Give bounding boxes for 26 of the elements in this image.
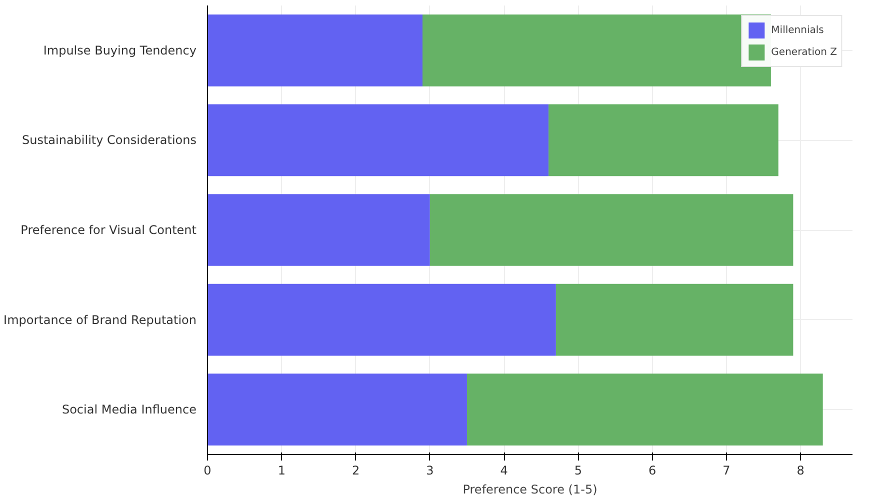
x-tick-label: 5 [574, 464, 582, 478]
x-tick-label: 6 [648, 464, 656, 478]
x-tick-label: 0 [204, 464, 212, 478]
x-tick-label: 4 [500, 464, 508, 478]
legend-label: Millennials [771, 24, 824, 36]
bar [208, 284, 556, 356]
y-tick-label: Importance of Brand Reputation [4, 312, 196, 327]
x-tick-label: 2 [352, 464, 360, 478]
x-tick-label: 3 [426, 464, 434, 478]
y-tick-label: Impulse Buying Tendency [43, 43, 197, 58]
x-axis-title: Preference Score (1-5) [462, 482, 598, 496]
y-tick-label: Preference for Visual Content [20, 223, 197, 237]
bar [466, 374, 823, 446]
bar [548, 104, 778, 176]
legend-label: Generation Z [771, 46, 837, 58]
bar [556, 284, 794, 356]
x-tick-label: 8 [796, 464, 804, 478]
y-tick-label: Sustainability Considerations [22, 133, 197, 148]
bar [208, 14, 422, 86]
bar [208, 374, 467, 446]
bar [208, 104, 549, 176]
bar [430, 194, 794, 266]
bar [208, 194, 430, 266]
x-tick-label: 7 [722, 464, 730, 478]
x-tick-label: 1 [278, 464, 286, 478]
y-tick-label: Social Media Influence [62, 402, 197, 417]
